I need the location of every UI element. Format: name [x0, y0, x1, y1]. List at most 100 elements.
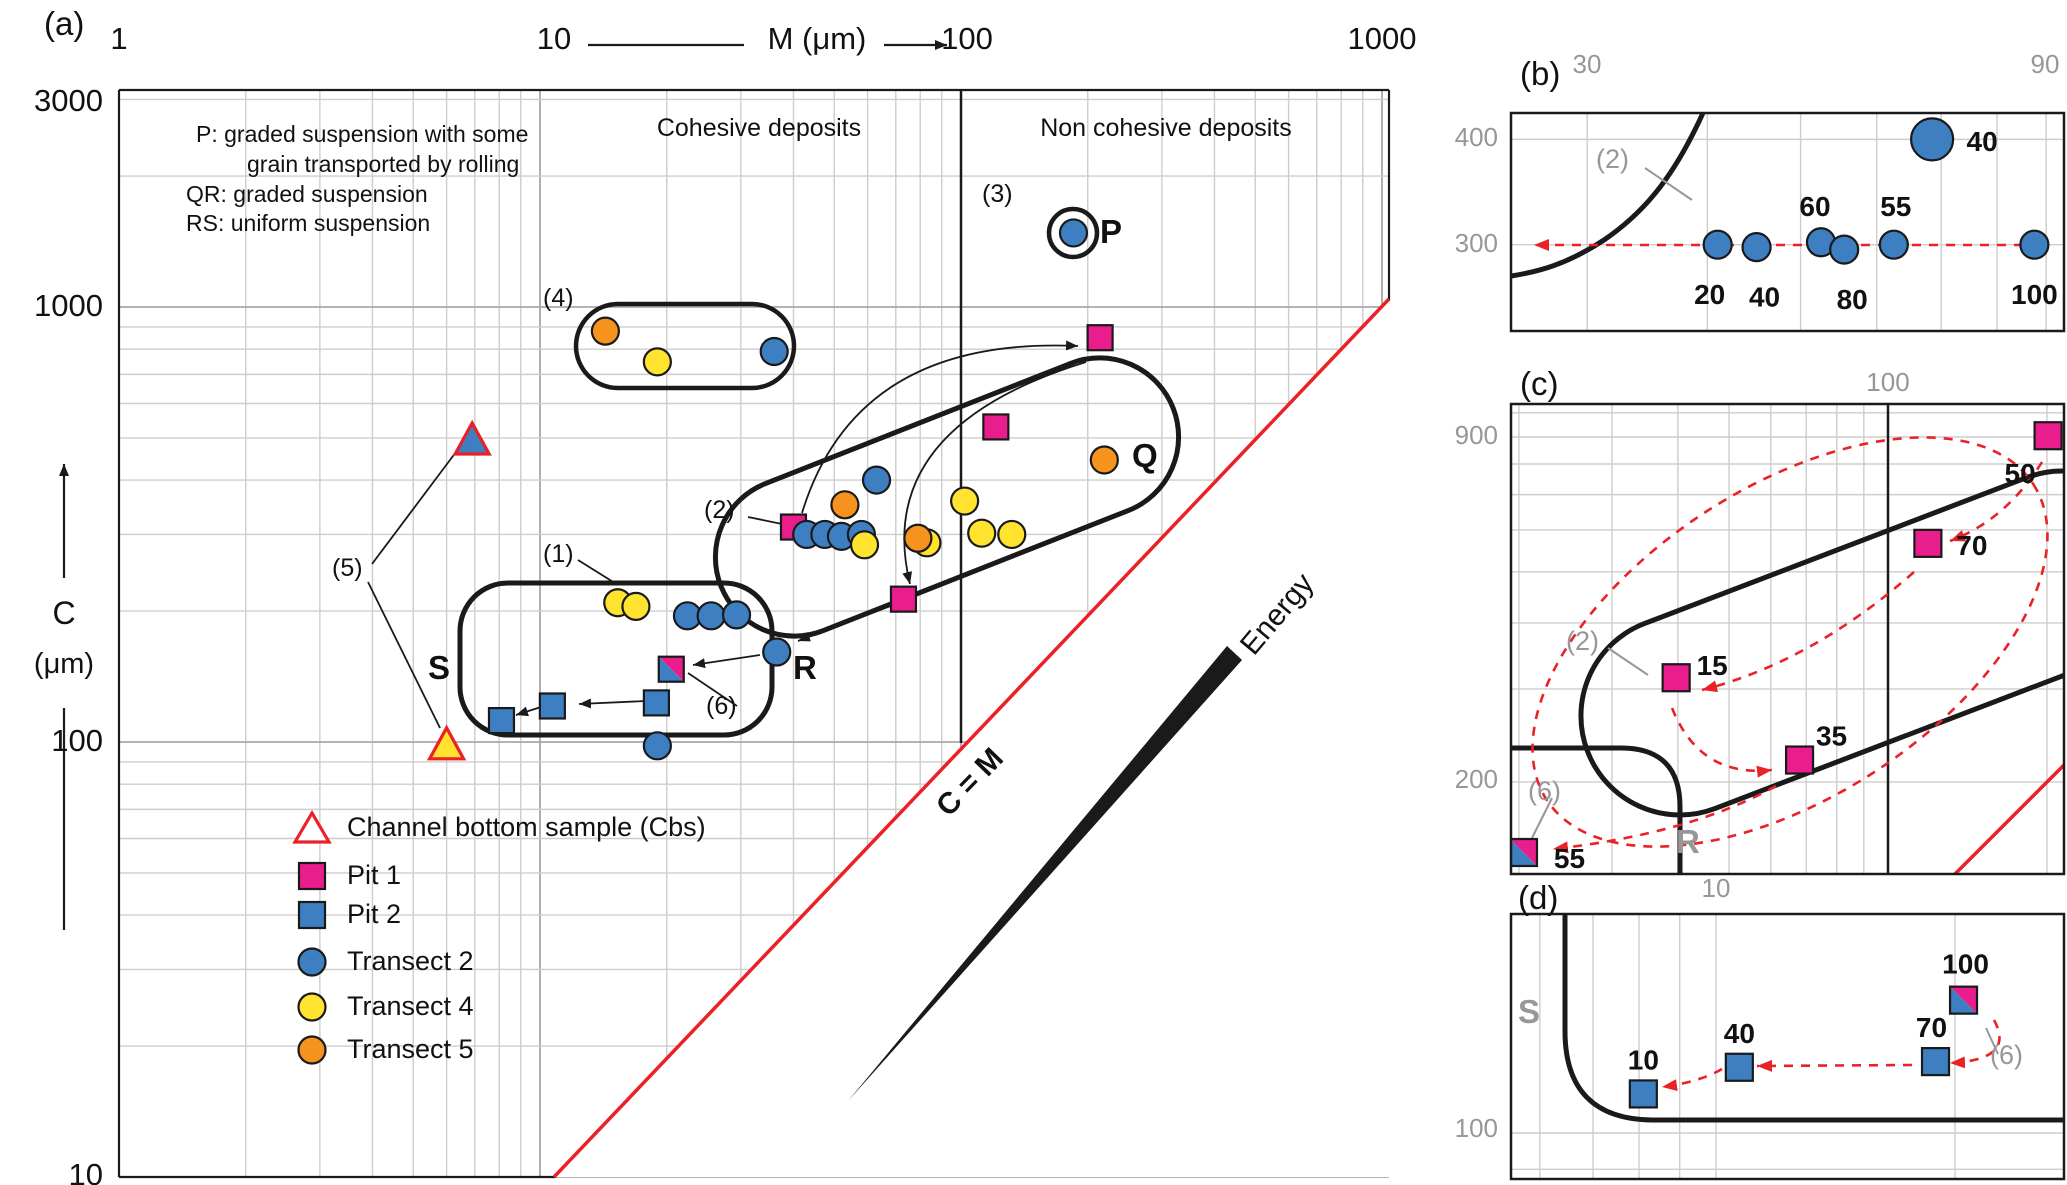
leader-line — [577, 559, 619, 586]
point-transect-2 — [696, 601, 726, 631]
point-transect-2 — [861, 465, 892, 495]
point-pit-1 — [1784, 745, 1815, 775]
note-line-2: grain transported by rolling — [247, 151, 520, 177]
inset-d-tick-10: 10 — [1701, 873, 1731, 903]
point-pit-2 — [642, 689, 670, 717]
point-transect-2 — [759, 336, 789, 367]
inset-d-tick-100: 100 — [1454, 1113, 1498, 1143]
point-pit-2 — [487, 706, 516, 735]
point-transect-2 — [1878, 229, 1909, 260]
region-label-p: P — [1100, 213, 1123, 250]
point-transect-5 — [830, 490, 860, 520]
point-transect-2 — [1829, 234, 1860, 265]
flow-arrow — [902, 361, 1087, 585]
x-tick-1000: 1000 — [1347, 21, 1417, 56]
y-tick-1000: 1000 — [34, 288, 103, 323]
point-pit-2-split — [1948, 985, 1979, 1015]
qr-region-boundary — [1511, 113, 1706, 279]
inset-b-tick-30: 30 — [1572, 49, 1602, 79]
axis-decorations — [59, 40, 2066, 1181]
point-label: 35 — [1816, 721, 1847, 752]
point-label: 100 — [2011, 279, 2058, 310]
point-transect-5 — [1089, 445, 1119, 475]
transport-arrow — [1949, 1019, 2001, 1069]
y-tick-100: 100 — [51, 723, 103, 758]
point-pit-1-split — [1511, 838, 1537, 866]
point-pit-2 — [1628, 1079, 1658, 1109]
flow-arrow — [515, 706, 542, 717]
inset-c-tick-200: 200 — [1454, 764, 1498, 794]
point-transect-2 — [2019, 229, 2050, 260]
x-tick-10: 10 — [536, 21, 572, 56]
inset-b-tick-300: 300 — [1454, 228, 1498, 258]
inset-c-annotation-2: (2) — [1566, 626, 1599, 656]
y-axis-label-um: (μm) — [33, 648, 95, 680]
x-axis-label: M (μm) — [767, 21, 867, 56]
point-pit-1-pit-2-overlap — [657, 655, 685, 683]
legend-item-cbs: Channel bottom sample (Cbs) — [347, 812, 706, 842]
legend-item-transect5: Transect 5 — [347, 1034, 474, 1064]
point-pit-1 — [2033, 421, 2063, 451]
cohesive-deposits-label: Cohesive deposits — [656, 114, 862, 142]
point-transect-4 — [849, 530, 880, 560]
point-pit-1 — [1661, 663, 1691, 693]
qr-region-boundary — [1578, 468, 2064, 818]
legend-marker-transect4 — [297, 992, 327, 1022]
region-outline-qr — [712, 355, 1182, 639]
energy-wedge — [848, 646, 1242, 1101]
cm-line — [1953, 763, 2064, 874]
point-pit-2 — [1724, 1052, 1754, 1082]
transport-arrow — [1949, 461, 2044, 543]
inset-c-tick-100: 100 — [1866, 367, 1910, 397]
point-transect-2 — [721, 600, 752, 630]
legend-marker-transect5 — [297, 1035, 327, 1065]
inset-d-border — [1509, 912, 2066, 1181]
inset-c-region-r: R — [1676, 823, 1700, 860]
inset-d-annotation-6: (6) — [1990, 1040, 2023, 1070]
point-label: 10 — [1628, 1044, 1659, 1075]
note-line-3: QR: graded suspension — [186, 181, 428, 207]
point-pit-1-split — [1511, 837, 1539, 868]
panel-d-plot: 10 40 70 100 — [1511, 914, 2064, 1179]
annotation-1: (1) — [543, 540, 574, 568]
leader-line — [1644, 167, 1693, 201]
inset-b-tick-90: 90 — [2030, 49, 2060, 79]
region-outline-p — [1046, 206, 1100, 260]
transport-arrow — [1670, 707, 1773, 778]
flow-arrow — [692, 654, 761, 669]
point-label: 55 — [1554, 843, 1585, 874]
legend-item-pit2: Pit 2 — [347, 899, 402, 929]
y-axis-label-c: C — [52, 595, 76, 631]
panel-label-a: (a) — [44, 5, 85, 42]
transport-arrow — [1756, 1059, 1913, 1072]
point-transect-2 — [1058, 218, 1089, 248]
point-pit-1-pit-2-overlap — [658, 656, 684, 682]
point-label: 40 — [1749, 282, 1780, 313]
point-transect-4 — [967, 518, 997, 548]
point-transect-4 — [997, 519, 1027, 550]
panel-c-plot: 50 70 15 35 55 — [1511, 404, 2064, 874]
x-tick-1: 1 — [110, 21, 128, 56]
annotation-5: (5) — [332, 554, 363, 582]
point-label: 40 — [1724, 1018, 1755, 1049]
s-region-boundary — [1562, 914, 2064, 1123]
region-label-s: S — [428, 649, 451, 686]
panel-label-c: (c) — [1520, 365, 1559, 402]
point-pit-2-split — [1950, 986, 1978, 1014]
point-transect-2 — [642, 731, 672, 761]
leader-line — [1607, 647, 1649, 676]
leader-line — [687, 672, 738, 707]
point-transect-2 — [1702, 229, 1733, 260]
point-transect-2 — [762, 637, 792, 667]
panel-label-b: (b) — [1520, 55, 1561, 92]
point-label: 50 — [2005, 458, 2036, 489]
point-transect-4 — [950, 486, 980, 516]
region-outline-4 — [573, 301, 797, 391]
point-label: 40 — [1967, 126, 1998, 157]
annotation-3: (3) — [982, 180, 1013, 208]
panel-label-d: (d) — [1518, 879, 1559, 916]
point-pit-2 — [538, 692, 566, 720]
point-label: 55 — [1880, 191, 1911, 222]
point-label: 15 — [1697, 650, 1728, 681]
